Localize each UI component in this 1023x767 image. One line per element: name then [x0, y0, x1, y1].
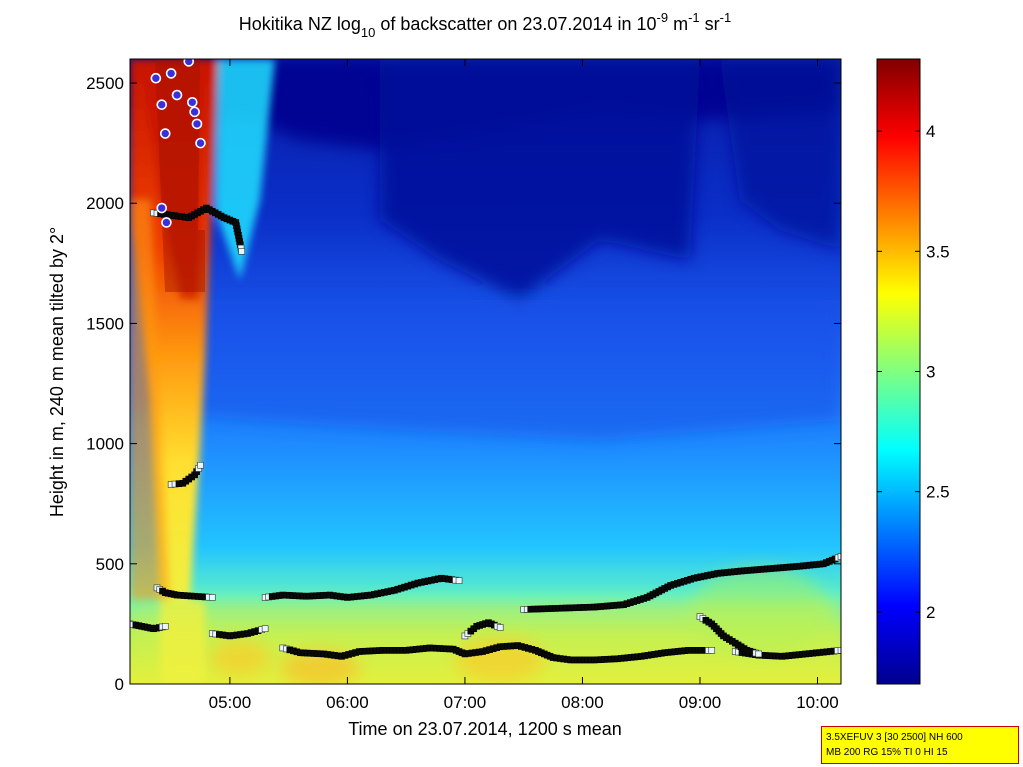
cloud-marker: [837, 553, 841, 560]
info-line-1: 3.5XEFUV 3 [30 2500] NH 600: [826, 732, 963, 743]
x-tick-label: 07:00: [444, 693, 487, 712]
y-axis-ticks: 0 500 1000 1500 2000 2500: [86, 74, 841, 694]
y-tick-label: 0: [115, 675, 124, 694]
cloud-marker: [755, 650, 763, 658]
y-axis-label: Height in m, 240 m mean tilted by 2°: [47, 227, 67, 517]
rain-marker: [150, 72, 162, 84]
colorbar-tick-label: 2: [926, 603, 935, 622]
rain-marker: [183, 59, 195, 67]
rain-marker: [195, 137, 206, 149]
plot-frame: [129, 58, 842, 685]
x-tick-label: 08:00: [561, 693, 604, 712]
cloud-marker: [455, 577, 463, 584]
x-tick-label: 06:00: [326, 693, 369, 712]
cloud-marker: [496, 624, 504, 631]
cloud-base-layers: [130, 204, 841, 664]
cloud-marker: [197, 461, 204, 469]
colorbar-tick-label: 3.5: [926, 242, 950, 261]
colorbar: [877, 59, 920, 684]
y-tick-label: 500: [96, 555, 124, 574]
rain-marker: [156, 99, 168, 110]
info-line-2: MB 200 RG 15% TI 0 HI 15: [826, 747, 948, 758]
y-tick-label: 1000: [86, 435, 124, 454]
rain-marker: [161, 217, 172, 228]
cloud-marker: [837, 647, 841, 654]
x-tick-label: 09:00: [679, 693, 722, 712]
y-tick-label: 2500: [86, 74, 124, 93]
rain-marker: [171, 89, 183, 101]
colorbar-tick-label: 3: [926, 363, 935, 382]
x-axis-label: Time on 23.07.2014, 1200 s mean: [348, 719, 622, 739]
cloud-marker: [261, 625, 269, 633]
rain-marker: [165, 68, 177, 79]
rain-marker: [156, 202, 168, 214]
y-tick-label: 2000: [86, 194, 124, 213]
y-tick-label: 1500: [86, 314, 124, 333]
rain-marker: [191, 118, 203, 130]
colorbar-tick-label: 2.5: [926, 483, 950, 502]
colorbar-ticks: 2 2.5 3 3.5 4: [877, 122, 950, 622]
cloud-marker: [708, 647, 716, 654]
heatmap: [130, 59, 841, 684]
rain-marker: [159, 128, 171, 139]
colorbar-tick-label: 4: [926, 122, 935, 141]
x-tick-label: 05:00: [209, 693, 252, 712]
info-box: 3.5XEFUV 3 [30 2500] NH 600 MB 200 RG 15…: [821, 726, 1019, 764]
rain-markers: [150, 59, 206, 228]
cloud-marker: [238, 248, 245, 255]
rain-marker: [186, 96, 198, 108]
cloud-marker: [208, 594, 216, 601]
x-tick-label: 10:00: [796, 693, 839, 712]
x-axis-ticks: 05:00 06:00 07:00 08:00 09:00 10:00: [209, 59, 839, 712]
cloud-marker: [161, 623, 169, 630]
rain-marker: [189, 106, 200, 118]
chart-title: Hokitika NZ log10 of backscatter on 23.0…: [239, 10, 731, 40]
